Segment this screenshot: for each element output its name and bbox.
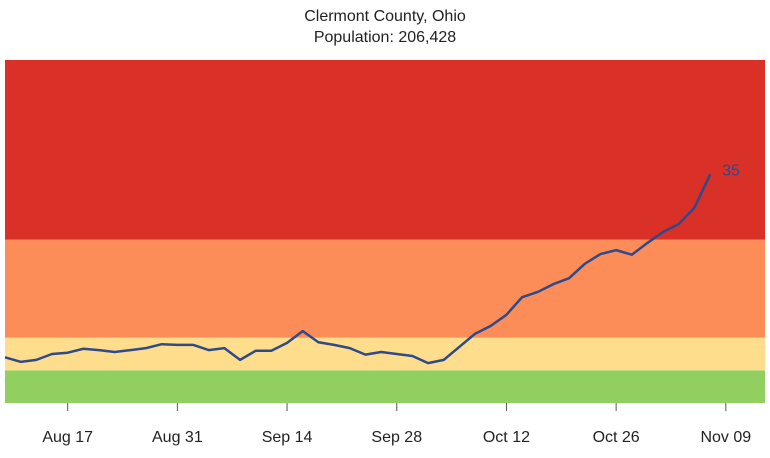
risk-band: [5, 239, 765, 338]
x-tick-label: Aug 17: [42, 429, 93, 446]
x-tick-label: Sep 28: [371, 429, 422, 446]
value-label: 35: [722, 163, 740, 180]
chart-subtitle: Population: 206,428: [314, 29, 456, 46]
x-tick-label: Oct 26: [593, 429, 640, 446]
x-tick-label: Nov 09: [700, 429, 751, 446]
risk-band: [5, 337, 765, 371]
chart-title: Clermont County, Ohio: [304, 8, 466, 25]
x-tick-label: Oct 12: [483, 429, 530, 446]
data-line: [4, 173, 712, 365]
x-tick-label: Sep 14: [262, 429, 313, 446]
risk-band: [5, 60, 765, 240]
x-tick-label: Aug 31: [152, 429, 203, 446]
risk-band: [5, 370, 765, 403]
